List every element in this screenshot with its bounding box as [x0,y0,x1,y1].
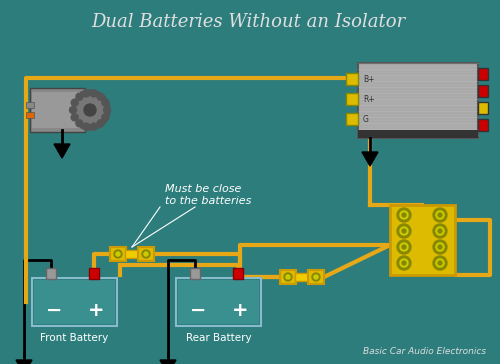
Bar [30,88,85,132]
Circle shape [76,93,83,100]
Circle shape [90,90,98,97]
Bar [346,93,358,105]
Circle shape [400,227,408,235]
Circle shape [116,252,120,256]
Circle shape [144,252,148,256]
Bar [32,278,117,326]
Text: B+: B+ [363,75,374,84]
Circle shape [82,123,89,130]
Circle shape [433,240,447,254]
Bar [358,130,478,138]
Circle shape [84,104,96,116]
Circle shape [102,114,109,121]
Circle shape [400,211,408,219]
Bar [176,278,261,326]
Text: Front Battery: Front Battery [40,333,108,343]
Text: −: − [46,301,62,320]
Circle shape [314,275,318,279]
Polygon shape [160,360,176,364]
Circle shape [312,273,320,281]
Circle shape [90,123,98,130]
Bar [125,250,139,258]
Text: +: + [88,301,104,320]
Text: R+: R+ [363,95,375,104]
Circle shape [76,96,104,124]
Bar [233,268,243,279]
Circle shape [402,261,406,265]
Circle shape [436,227,444,235]
Bar [89,268,99,279]
Circle shape [114,250,122,258]
Bar [308,270,324,284]
Bar [178,280,259,324]
Circle shape [397,256,411,270]
Polygon shape [16,360,32,364]
Text: +: + [232,301,248,320]
Bar [346,73,358,85]
Circle shape [433,224,447,238]
Circle shape [104,107,110,114]
Bar [390,205,455,275]
Circle shape [70,90,110,130]
Bar [478,102,488,114]
Bar [295,273,309,281]
Bar [346,113,358,125]
Text: −: − [190,301,206,320]
Bar [280,270,296,284]
Bar [138,247,154,261]
Circle shape [82,90,89,97]
Circle shape [400,243,408,251]
Circle shape [397,224,411,238]
Bar [46,268,56,279]
Bar [190,268,200,279]
Circle shape [102,99,109,106]
Circle shape [286,275,290,279]
Circle shape [402,229,406,233]
Circle shape [438,213,442,217]
Text: G: G [363,115,369,124]
Circle shape [397,240,411,254]
Circle shape [97,93,104,100]
Polygon shape [54,144,70,158]
Bar [26,102,34,108]
Bar [110,247,126,261]
Bar [478,119,488,131]
Bar [26,112,34,118]
Text: Must be close
to the batteries: Must be close to the batteries [165,184,252,206]
Polygon shape [362,152,378,166]
Circle shape [438,261,442,265]
Circle shape [397,208,411,222]
Bar [34,280,115,324]
Circle shape [436,259,444,267]
Circle shape [97,120,104,127]
Circle shape [71,114,78,121]
Circle shape [433,256,447,270]
Text: Rear Battery: Rear Battery [186,333,252,343]
Text: Dual Batteries Without an Isolator: Dual Batteries Without an Isolator [91,13,405,31]
Bar [478,68,488,80]
Text: Basic Car Audio Electronics: Basic Car Audio Electronics [363,348,486,356]
Circle shape [142,250,150,258]
Circle shape [400,259,408,267]
Bar [478,85,488,97]
Circle shape [433,208,447,222]
Circle shape [76,120,83,127]
Circle shape [436,211,444,219]
Bar [358,63,478,138]
Circle shape [70,107,76,114]
Circle shape [71,99,78,106]
Circle shape [438,229,442,233]
Circle shape [436,243,444,251]
Circle shape [402,213,406,217]
Circle shape [438,245,442,249]
Circle shape [284,273,292,281]
Circle shape [402,245,406,249]
Bar [32,92,80,128]
